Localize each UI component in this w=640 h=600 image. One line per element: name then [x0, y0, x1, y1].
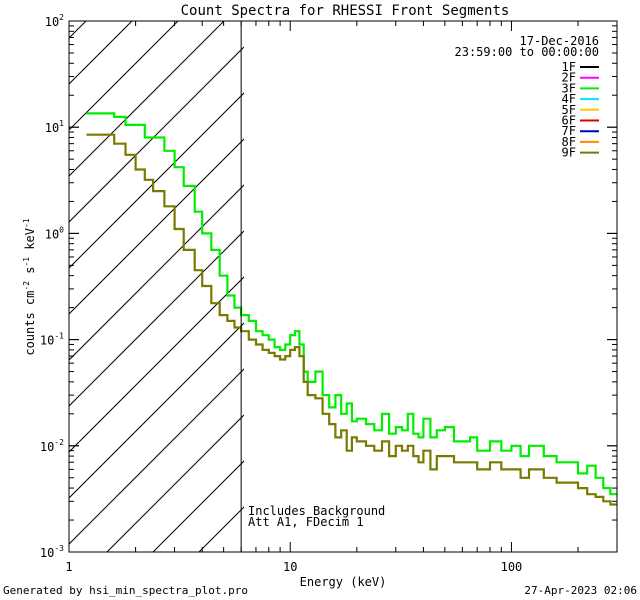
- series-9F-line: [86, 133, 617, 506]
- y-axis-label-base: counts cm: [23, 291, 37, 356]
- legend-label-2F: 2F: [562, 71, 576, 85]
- hatch-line: [69, 276, 244, 453]
- annotation-background: Includes Background: [248, 504, 385, 518]
- hatch-line: [69, 184, 244, 361]
- legend-label-9F: 9F: [562, 146, 576, 160]
- x-tick-label: 10: [283, 560, 297, 574]
- annotation-attenuator: Att A1, FDecim 1: [248, 515, 364, 529]
- y-tick-label: 10-1: [40, 332, 64, 348]
- legend-label-3F: 3F: [562, 81, 576, 95]
- x-axis-ticks: 1 10 100: [65, 21, 618, 574]
- hatch-line: [69, 138, 244, 315]
- y-axis-ticks: 102 101 100 10-1 10-2 10-3: [40, 13, 617, 560]
- legend-label-8F: 8F: [562, 135, 576, 149]
- y-tick-label: 102: [45, 13, 64, 29]
- hatch-line: [106, 414, 244, 552]
- y-axis-label-mid: s: [23, 267, 37, 281]
- y-axis-label-exp3: -1: [22, 218, 31, 228]
- series-layer: [86, 112, 617, 506]
- x-tick-label: 1: [65, 560, 72, 574]
- footer-timestamp: 27-Apr-2023 02:06: [524, 584, 637, 597]
- legend-label-5F: 5F: [562, 103, 576, 117]
- y-tick-label: 100: [45, 225, 64, 241]
- hatch-line: [69, 21, 179, 131]
- y-tick-label: 10-3: [40, 544, 64, 560]
- legend-label-6F: 6F: [562, 114, 576, 128]
- chart-title: Count Spectra for RHESSI Front Segments: [181, 3, 510, 19]
- legend-label-1F: 1F: [562, 60, 576, 74]
- y-axis-label-tail: keV: [23, 228, 37, 257]
- hatch-line: [69, 21, 225, 177]
- legend-label-4F: 4F: [562, 92, 576, 106]
- hatch-line: [69, 322, 244, 499]
- hatch-line: [245, 0, 640, 552]
- y-axis-label-exp2: -1: [22, 257, 31, 267]
- hatch-line: [69, 46, 244, 223]
- y-tick-label: 10-2: [40, 438, 64, 454]
- footer-generator: Generated by hsi_min_spectra_plot.pro: [3, 584, 248, 597]
- y-axis-label: counts cm-2 s-1 keV-1: [22, 218, 37, 355]
- y-axis-label-exp1: -2: [22, 281, 31, 291]
- legend-label-7F: 7F: [562, 124, 576, 138]
- hatch-line: [69, 92, 244, 269]
- date-label: 17-Dec-2016: [520, 34, 599, 48]
- plot-frame: [68, 20, 618, 553]
- hatch-line: [69, 368, 244, 545]
- y-tick-label: 101: [45, 119, 64, 135]
- x-tick-label: 100: [501, 560, 523, 574]
- series-3F-line: [86, 112, 617, 496]
- time-range-label: 23:59:00 to 00:00:00: [455, 45, 600, 59]
- x-axis-label: Energy (keV): [300, 575, 387, 589]
